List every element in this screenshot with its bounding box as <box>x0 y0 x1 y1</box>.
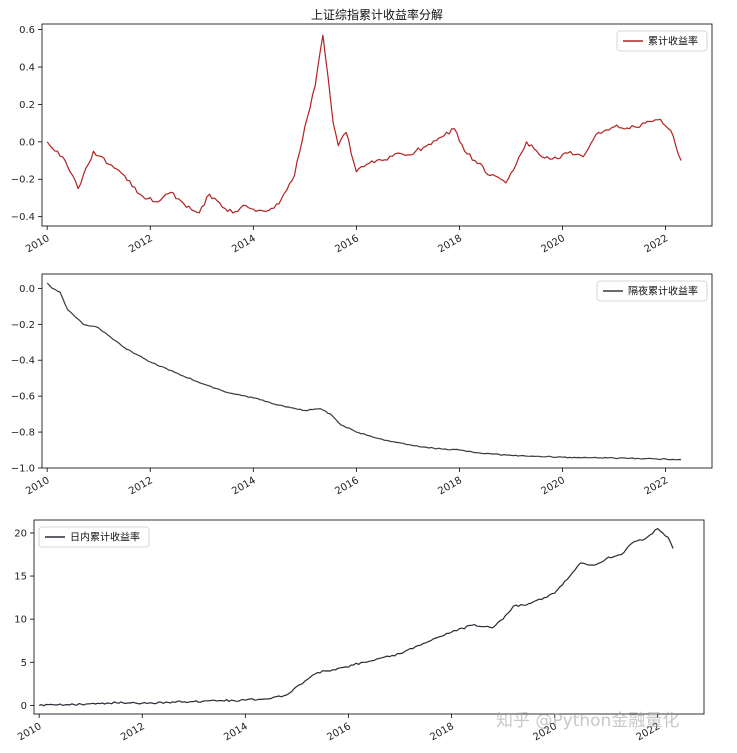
y-tick-label: −1.0 <box>11 464 35 475</box>
x-tick-label: 2018 <box>436 233 464 255</box>
x-tick-label: 2016 <box>333 475 361 497</box>
chart-panel-cumulative-return: 上证综指累计收益率分解 0.6 0.4 0.2 0.0 −0.2 −0.4 2010 2012 2… <box>11 7 713 255</box>
y-tick-label: 5 <box>21 658 27 669</box>
y-tick-label: 10 <box>14 615 27 626</box>
series-line-intraday <box>39 527 674 707</box>
x-tick-label: 2012 <box>119 721 147 743</box>
legend-box <box>596 280 708 302</box>
y-tick-label: −0.4 <box>11 356 35 367</box>
legend-label: 隔夜累计收益率 <box>628 285 698 298</box>
y-tick-label: 15 <box>14 572 27 583</box>
x-tick-label: 2012 <box>127 475 155 497</box>
x-tick-label: 2014 <box>222 721 250 743</box>
x-tick-label: 2010 <box>16 721 44 743</box>
x-tick-label: 2010 <box>24 233 52 255</box>
legend-label: 累计收益率 <box>648 35 698 48</box>
y-tick-label: −0.8 <box>11 428 35 439</box>
series-line-cumulative <box>46 34 682 214</box>
chart-title: 上证综指累计收益率分解 <box>311 7 443 22</box>
x-tick-label: 2018 <box>436 475 464 497</box>
y-tick-label: −0.2 <box>11 175 35 186</box>
x-tick-label: 2016 <box>333 233 361 255</box>
legend-box <box>38 526 150 548</box>
x-tick-label: 2020 <box>539 475 567 497</box>
y-tick-label: −0.6 <box>11 392 35 403</box>
y-tick-label: 0.4 <box>19 63 35 74</box>
y-tick-label: 0.2 <box>19 100 35 111</box>
x-tick-label: 2018 <box>428 721 456 743</box>
y-tick-label: 0.6 <box>19 25 35 36</box>
x-tick-label: 2022 <box>643 475 671 497</box>
plot-frame <box>41 23 713 227</box>
x-tick-label: 2010 <box>24 475 52 497</box>
y-tick-label: −0.2 <box>11 320 35 331</box>
plot-frame <box>41 273 713 469</box>
x-tick-label: 2016 <box>325 721 353 743</box>
x-tick-label: 2012 <box>127 233 155 255</box>
watermark-text: 知乎 @Python金融量化 <box>496 711 679 731</box>
legend-box <box>616 30 708 52</box>
y-tick-label: 0.0 <box>19 137 35 148</box>
x-tick-label: 2014 <box>230 475 258 497</box>
legend-label: 日内累计收益率 <box>70 531 140 544</box>
y-tick-label: −0.4 <box>11 212 35 223</box>
x-tick-label: 2022 <box>643 233 671 255</box>
plot-frame <box>33 519 705 715</box>
y-tick-label: 0 <box>21 701 27 712</box>
x-tick-label: 2020 <box>539 233 567 255</box>
x-tick-label: 2014 <box>230 233 258 255</box>
y-tick-label: 0.0 <box>19 284 35 295</box>
y-tick-label: 20 <box>14 528 27 539</box>
series-line-overnight <box>46 282 682 461</box>
